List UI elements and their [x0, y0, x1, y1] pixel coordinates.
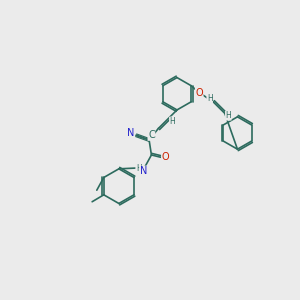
- Text: C: C: [148, 130, 155, 140]
- Text: H: H: [207, 94, 213, 103]
- Text: O: O: [195, 88, 203, 98]
- Text: N: N: [127, 128, 134, 138]
- Text: N: N: [140, 166, 147, 176]
- Text: H: H: [169, 117, 175, 126]
- Text: H: H: [225, 111, 231, 120]
- Text: H: H: [136, 164, 142, 173]
- Text: O: O: [162, 152, 169, 162]
